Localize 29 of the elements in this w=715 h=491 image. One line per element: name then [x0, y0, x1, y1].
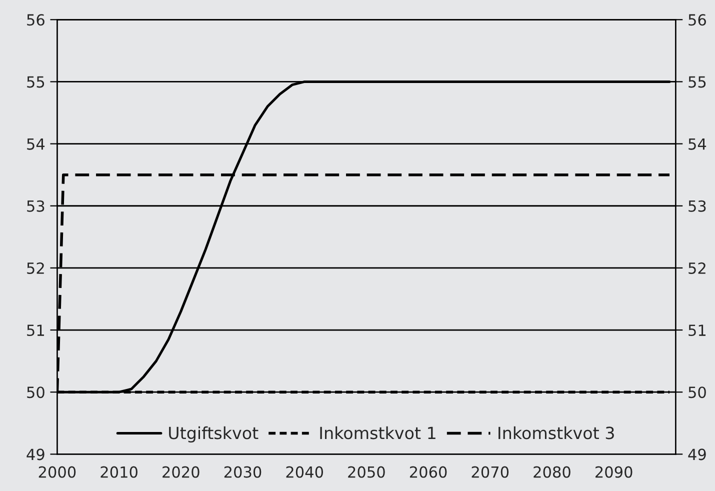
x-tick-label: 2000 [38, 466, 76, 478]
x-tick-label: 2060 [410, 466, 447, 478]
legend-label: Utgiftskvot [169, 426, 258, 443]
x-tick-label: 2070 [472, 466, 509, 478]
y-tick-label: 54 [27, 138, 45, 150]
y2-tick-label: 49 [688, 448, 706, 460]
x-tick-label: 2020 [162, 466, 200, 478]
x-tick-label: 2030 [224, 466, 262, 478]
y2-tick-label: 51 [688, 324, 706, 336]
legend-label: Inkomstkvot 3 [498, 426, 614, 440]
y2-tick-label: 52 [688, 262, 706, 274]
y2-tick-label: 53 [688, 200, 706, 212]
x-tick-label: 2040 [286, 466, 324, 478]
x-tick-label: 2080 [534, 466, 570, 478]
y-tick-label: 51 [27, 324, 44, 336]
y2-tick-label: 55 [688, 76, 706, 88]
x-tick-label: 2050 [348, 466, 385, 478]
y-tick-label: 53 [27, 200, 44, 212]
y-tick-label: 55 [27, 76, 44, 88]
y-tick-label: 50 [27, 386, 44, 398]
x-tick-label: 2090 [596, 466, 632, 478]
y2-tick-label: 50 [688, 386, 706, 398]
y-tick-label: 49 [26, 448, 44, 460]
legend-label: Inkomstkvot 1 [320, 426, 436, 440]
y-tick-label: 52 [27, 262, 44, 274]
y2-tick-label: 54 [688, 138, 706, 150]
y-tick-label: 56 [27, 14, 44, 26]
y2-tick-label: 56 [688, 14, 706, 26]
x-tick-label: 2010 [100, 466, 138, 478]
